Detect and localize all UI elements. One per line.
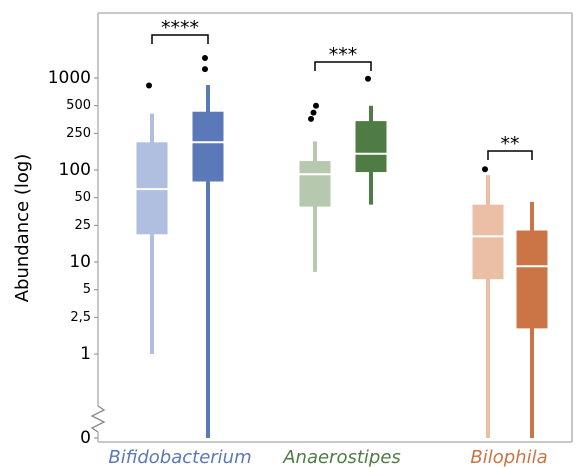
outlier-point bbox=[482, 166, 488, 173]
significance-label: ** bbox=[501, 133, 520, 155]
y-tick-label: 100 bbox=[59, 160, 91, 180]
outlier-point bbox=[308, 115, 314, 122]
y-tick-label: 1000 bbox=[48, 68, 91, 88]
box-iqr bbox=[192, 111, 224, 182]
box-1-0 bbox=[299, 102, 331, 272]
y-tick-label: 250 bbox=[66, 126, 91, 141]
box-iqr bbox=[299, 161, 331, 207]
y-tick-label: 2,5 bbox=[70, 310, 91, 325]
significance-layer: ********* bbox=[151, 17, 533, 160]
plot-frame bbox=[98, 12, 573, 443]
y-tick-label: 50 bbox=[74, 190, 91, 205]
outlier-point bbox=[313, 102, 319, 109]
box-iqr bbox=[355, 121, 387, 173]
y-tick-label: 10 bbox=[69, 252, 91, 272]
significance-bracket bbox=[314, 61, 372, 71]
box-iqr bbox=[516, 230, 548, 329]
y-tick-label: 0 bbox=[80, 428, 91, 448]
box-2-0 bbox=[472, 166, 504, 438]
significance-bracket bbox=[487, 150, 533, 160]
significance-label: *** bbox=[329, 44, 358, 66]
category-label: Anaerostipes bbox=[282, 447, 401, 467]
outlier-point bbox=[310, 109, 317, 116]
y-tick-label: 25 bbox=[74, 218, 91, 233]
significance-1: *** bbox=[314, 44, 372, 71]
significance-0: **** bbox=[151, 17, 209, 44]
y-tick-label: 1 bbox=[80, 344, 91, 364]
significance-label: **** bbox=[161, 17, 199, 39]
box-2-1 bbox=[516, 201, 548, 438]
y-tick-label: 5 bbox=[83, 282, 91, 297]
box-1-1 bbox=[355, 75, 387, 205]
category-labels: Bifidobacterium Anaerostipes Bilophila bbox=[108, 447, 547, 467]
box-iqr bbox=[472, 204, 504, 280]
box-0-1 bbox=[192, 54, 224, 438]
significance-bracket bbox=[151, 34, 209, 44]
y-tick-label: 500 bbox=[66, 98, 91, 113]
boxes-layer bbox=[136, 54, 548, 438]
category-label: Bilophila bbox=[470, 447, 547, 467]
category-label: Bifidobacterium bbox=[108, 447, 251, 467]
outlier-point bbox=[202, 54, 208, 61]
axis-break-mark bbox=[90, 405, 106, 433]
y-axis-label: Abundance (log) bbox=[12, 154, 33, 303]
box-0-0 bbox=[136, 82, 168, 354]
outlier-point bbox=[146, 82, 152, 89]
significance-2: ** bbox=[487, 133, 533, 160]
outlier-point bbox=[365, 75, 371, 82]
outlier-point bbox=[202, 66, 208, 73]
